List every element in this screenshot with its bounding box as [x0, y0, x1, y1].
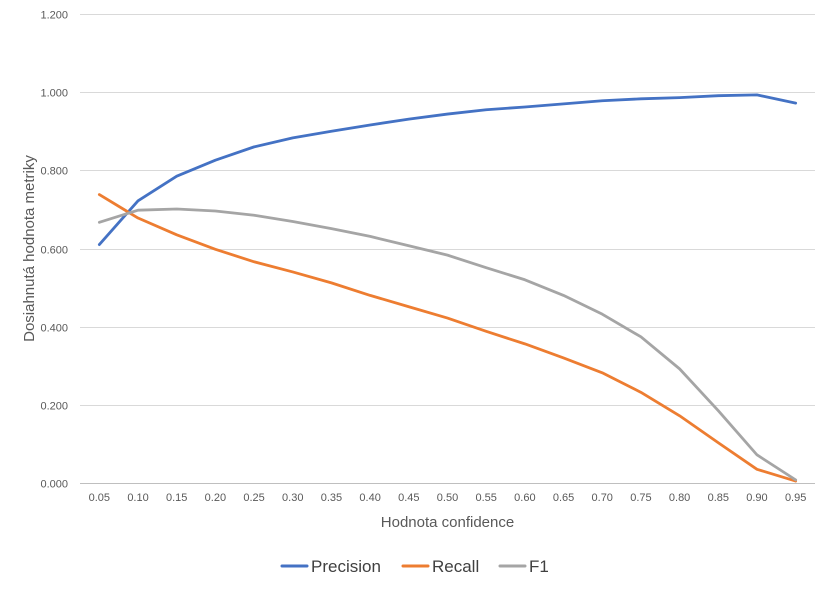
x-tick-label: 0.25 — [243, 492, 264, 504]
y-tick-label: 0.600 — [40, 245, 68, 257]
x-tick-label: 0.85 — [708, 492, 729, 504]
series-recall-line — [97, 193, 798, 483]
series-precision-line — [97, 93, 798, 246]
y-tick-label: 0.800 — [40, 166, 68, 178]
y-tick-label: 1.200 — [40, 10, 68, 22]
x-tick-label: 0.75 — [630, 492, 651, 504]
legend-recall-label: Recall — [432, 557, 479, 576]
y-axis-title: Dosiahnutá hodnota metriky — [21, 155, 38, 342]
x-tick-label: 0.60 — [514, 492, 535, 504]
y-tick-label: 0.400 — [40, 323, 68, 335]
x-tick-label: 0.35 — [321, 492, 342, 504]
x-tick-label: 0.40 — [359, 492, 380, 504]
x-tick-label: 0.50 — [437, 492, 458, 504]
y-tick-label: 1.000 — [40, 88, 68, 100]
x-tick-label: 0.95 — [785, 492, 806, 504]
x-tick-label: 0.80 — [669, 492, 690, 504]
x-tick-label: 0.15 — [166, 492, 187, 504]
series-lines — [97, 93, 798, 483]
x-tick-label: 0.30 — [282, 492, 303, 504]
y-tick-label: 0.200 — [40, 401, 68, 413]
x-axis-ticks: 0.05 0.10 0.15 0.20 0.25 0.30 0.35 0.40 0.45 0.50… — [89, 492, 807, 504]
x-tick-label: 0.90 — [746, 492, 767, 504]
x-tick-label: 0.65 — [553, 492, 574, 504]
legend: Precision Recall F1 — [280, 557, 549, 576]
x-tick-label: 0.20 — [205, 492, 226, 504]
legend-precision-label: Precision — [311, 557, 381, 576]
x-axis-title: Hodnota confidence — [381, 514, 514, 531]
x-tick-label: 0.45 — [398, 492, 419, 504]
x-tick-label: 0.10 — [127, 492, 148, 504]
y-axis-ticks: 0.000 0.200 0.400 0.600 0.800 1.000 1.200 — [40, 10, 68, 491]
x-tick-label: 0.55 — [475, 492, 496, 504]
legend-f1-label: F1 — [529, 557, 549, 576]
y-tick-label: 0.000 — [40, 479, 68, 491]
x-tick-label: 0.05 — [89, 492, 110, 504]
series-f1-line — [97, 207, 798, 482]
gridlines — [80, 14, 815, 484]
x-tick-label: 0.70 — [592, 492, 613, 504]
